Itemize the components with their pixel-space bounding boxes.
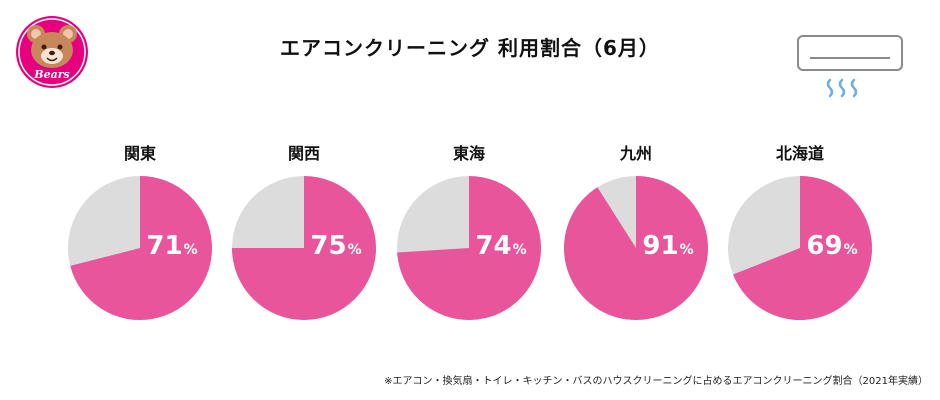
pie-chart: [564, 176, 708, 320]
bears-logo: Bears: [16, 16, 88, 88]
pie-value-label: 69%: [802, 228, 862, 268]
pie-value-label: 71%: [142, 228, 202, 268]
pie-value-unit: %: [347, 242, 362, 258]
region-label: 東海: [452, 144, 485, 163]
region-label: 関東: [123, 144, 156, 163]
pie-value-label: 75%: [306, 228, 366, 268]
pie-slice-usage: [397, 176, 541, 320]
pie-value-number: 71: [146, 231, 183, 261]
pie-slice-usage: [70, 176, 212, 320]
pie-chart: [68, 176, 212, 320]
pie-value-label: 91%: [638, 228, 698, 268]
region-label: 関西: [287, 144, 320, 163]
pie-chart: [728, 176, 872, 320]
pie-chart: [397, 176, 541, 320]
region-label: 北海道: [775, 144, 824, 163]
pie-value-number: 91: [642, 231, 679, 261]
chart-title: エアコンクリーニング 利用割合（6月）: [280, 36, 660, 60]
pie-slice-usage: [564, 176, 708, 320]
pie-value-label: 74%: [471, 228, 531, 268]
pie-value-unit: %: [843, 242, 858, 258]
air-conditioner-icon: [797, 35, 903, 98]
pie-value-unit: %: [679, 242, 694, 258]
footnote: ※エアコン・換気扇・トイレ・キッチン・バスのハウスクリーニングに占めるエアコンク…: [384, 376, 928, 387]
pie-value-unit: %: [183, 242, 198, 258]
pie-chart: [232, 176, 376, 320]
pie-value-unit: %: [512, 242, 527, 258]
pie-slice-usage: [232, 176, 376, 320]
pie-value-number: 74: [475, 231, 512, 261]
region-label: 九州: [619, 144, 652, 163]
logo-text: Bears: [33, 68, 69, 81]
pie-slice-usage: [733, 176, 872, 320]
pie-value-number: 75: [310, 231, 347, 261]
pie-value-number: 69: [806, 231, 843, 261]
